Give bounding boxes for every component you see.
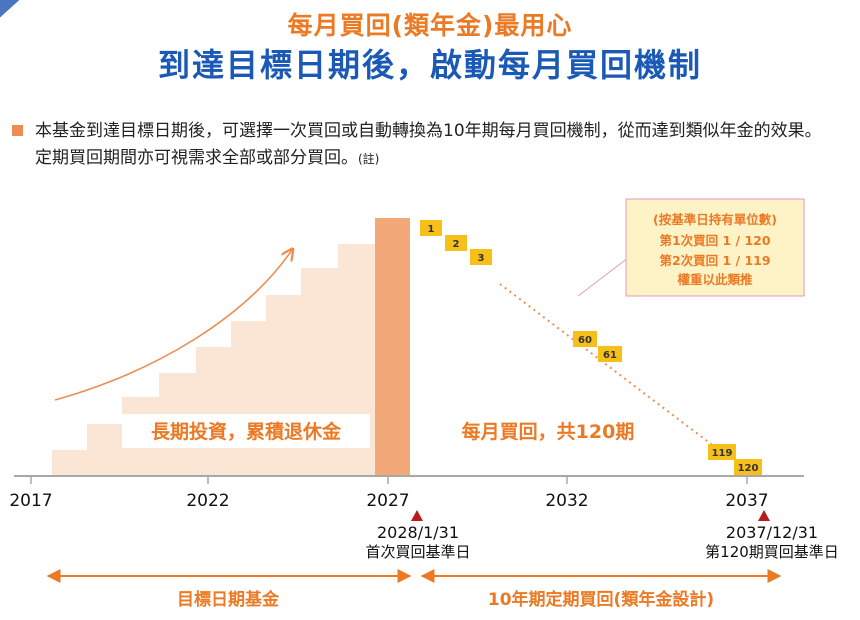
installment-label: 3 (478, 253, 485, 264)
accumulation-label-bg (122, 414, 370, 448)
page-title: 到達目標日期後，啟動每月買回機制 (157, 46, 702, 84)
marker-date: 2037/12/31 (726, 523, 818, 542)
stair-step (196, 347, 231, 476)
callout-line: 第1次買回 1 / 120 (659, 233, 770, 248)
bullet-square-icon (12, 125, 23, 136)
installment-box (708, 444, 736, 460)
growth-arrow (54, 250, 292, 401)
callout-pointer (577, 257, 629, 297)
installment-label: 60 (578, 335, 592, 346)
marker-triangle-icon (411, 510, 423, 521)
year-label: 2017 (9, 491, 52, 511)
left-span-label: 目標日期基金 (177, 589, 280, 610)
installment-label: 2 (453, 239, 460, 250)
marker-label: 第120期買回基準日 (705, 543, 839, 561)
year-label: 2027 (366, 491, 409, 511)
stair-step (266, 295, 301, 476)
right-span-label: 10年期定期買回(類年金設計) (488, 589, 714, 610)
marker-triangle-icon (758, 510, 770, 521)
installment-boxes: 1 2 3 60 61 119 120 (420, 220, 762, 475)
stair-step (231, 321, 266, 476)
description-text: 本基金到達目標日期後，可選擇一次買回或自動轉換為10年期每月買回機制，從而達到類… (35, 121, 822, 168)
year-label: 2037 (725, 491, 768, 511)
installment-box (445, 235, 467, 251)
installment-box (573, 331, 597, 347)
marker-label: 首次買回基準日 (365, 543, 470, 561)
accumulation-label: 長期投資，累積退休金 (151, 420, 342, 443)
installment-box (734, 459, 762, 475)
stair-step (87, 424, 122, 476)
installment-box (420, 220, 442, 236)
installment-box (470, 249, 492, 265)
installment-label: 1 (428, 224, 435, 235)
callout-line: 第2次買回 1 / 119 (659, 253, 770, 268)
callout-line: (按基準日持有單位數) (653, 212, 777, 227)
stair-step (52, 450, 87, 476)
year-label: 2022 (186, 491, 229, 511)
description-paragraph: 本基金到達目標日期後，可選擇一次買回或自動轉換為10年期每月買回機制，從而達到類… (35, 118, 825, 173)
installment-label: 119 (712, 448, 733, 459)
page-subtitle: 每月買回(類年金)最用心 (287, 11, 573, 40)
year-label: 2032 (545, 491, 588, 511)
installment-label: 61 (603, 350, 617, 361)
year-labels: 2017 2022 2027 2032 2037 (9, 491, 768, 511)
peak-bar (375, 218, 410, 476)
callout-line: 權重以此類推 (677, 272, 753, 287)
withdrawal-label: 每月買回，共120期 (462, 420, 635, 443)
installment-box (598, 346, 622, 362)
callout-box (625, 198, 805, 297)
installment-label: 120 (738, 463, 759, 474)
axis-ticks (30, 476, 748, 484)
marker-date: 2028/1/31 (377, 523, 459, 542)
note-marker: (註) (358, 152, 380, 166)
